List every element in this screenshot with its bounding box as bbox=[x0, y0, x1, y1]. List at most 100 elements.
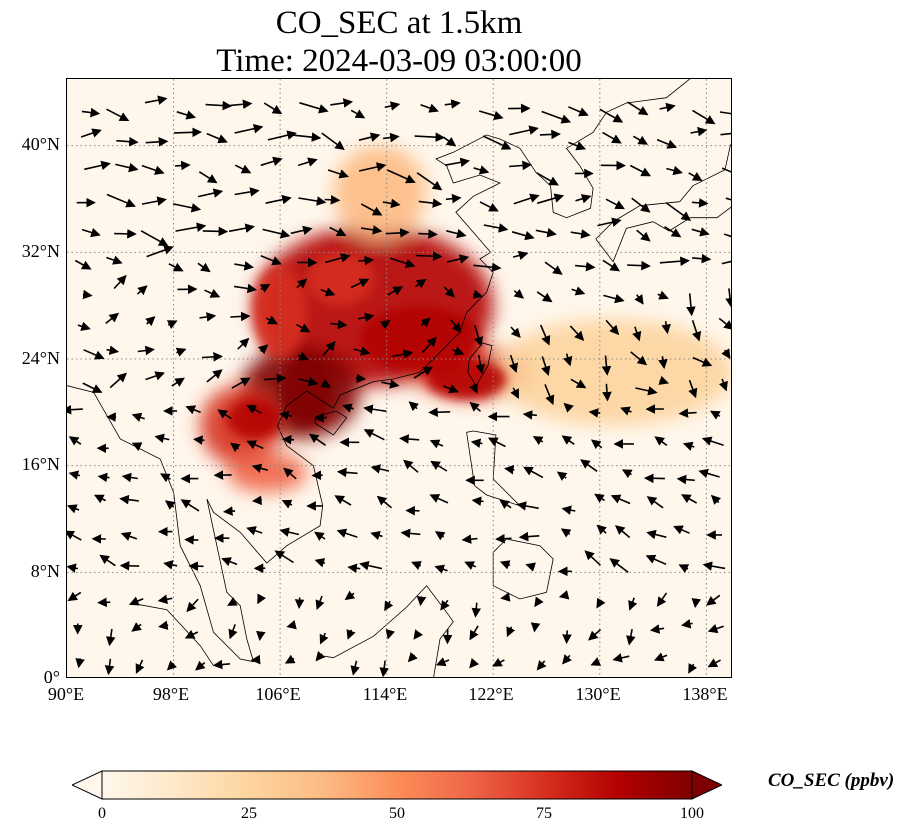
wind-arrow bbox=[563, 353, 573, 367]
colorbar-extend-low bbox=[72, 770, 103, 800]
wind-arrow bbox=[612, 653, 630, 663]
wind-arrow bbox=[234, 164, 252, 174]
lon-label-122: 122°E bbox=[468, 684, 514, 704]
wind-arrow bbox=[688, 663, 698, 674]
lat-label-0: 0° bbox=[43, 667, 60, 687]
wind-arrow bbox=[469, 383, 478, 394]
wind-arrow bbox=[500, 592, 511, 602]
wind-arrow bbox=[154, 433, 170, 444]
wind-arrow bbox=[411, 561, 422, 570]
wind-arrow bbox=[384, 600, 394, 612]
wind-arrow bbox=[131, 442, 143, 452]
wind-arrow bbox=[513, 288, 525, 299]
wind-arrow bbox=[539, 129, 561, 140]
wind-arrow bbox=[174, 127, 202, 138]
coastline-7 bbox=[137, 603, 214, 666]
wind-arrow bbox=[119, 494, 139, 505]
wind-arrow bbox=[158, 620, 169, 631]
wind-arrow bbox=[603, 293, 625, 304]
wind-arrow bbox=[414, 278, 427, 289]
wind-arrow bbox=[105, 312, 120, 325]
wind-arrow bbox=[682, 441, 695, 451]
wind-arrow bbox=[145, 137, 169, 147]
wind-arrow bbox=[691, 598, 702, 609]
wind-arrow bbox=[74, 259, 92, 270]
wind-arrow bbox=[286, 620, 297, 630]
wind-arrow bbox=[145, 371, 166, 381]
wind-arrow bbox=[718, 317, 731, 330]
lon-label-98: 98°E bbox=[152, 684, 190, 704]
wind-arrow bbox=[180, 499, 200, 512]
wind-arrow bbox=[536, 660, 547, 671]
wind-arrow bbox=[676, 474, 695, 485]
wind-arrow bbox=[597, 217, 622, 227]
wind-vectors bbox=[67, 95, 731, 677]
wind-arrow bbox=[260, 156, 283, 167]
wind-arrow bbox=[163, 560, 178, 570]
wind-arrow bbox=[106, 193, 136, 208]
wind-arrow bbox=[536, 172, 559, 186]
wind-arrow bbox=[471, 496, 484, 506]
wind-arrow bbox=[230, 311, 251, 322]
wind-arrow bbox=[610, 494, 631, 505]
wind-arrow bbox=[673, 525, 690, 535]
wind-arrow bbox=[646, 496, 664, 509]
wind-arrow bbox=[539, 324, 551, 346]
coastline-3 bbox=[466, 430, 521, 507]
wind-arrow bbox=[355, 373, 367, 384]
wind-arrow bbox=[541, 356, 551, 377]
wind-arrow bbox=[206, 369, 223, 383]
wind-arrow bbox=[487, 437, 506, 448]
chart-title: CO_SEC at 1.5km bbox=[275, 5, 523, 41]
plume-3 bbox=[226, 452, 307, 493]
wind-arrow bbox=[450, 319, 462, 333]
wind-arrow bbox=[511, 230, 535, 241]
wind-arrow bbox=[461, 534, 478, 544]
wind-arrow bbox=[429, 439, 444, 449]
wind-arrow bbox=[283, 467, 297, 480]
wind-arrow bbox=[314, 412, 327, 423]
wind-arrow bbox=[160, 473, 171, 483]
wind-arrow bbox=[67, 504, 80, 514]
wind-arrow bbox=[632, 326, 642, 342]
wind-arrow bbox=[75, 657, 85, 669]
wind-arrow bbox=[473, 324, 484, 347]
wind-arrow bbox=[141, 196, 167, 206]
wind-arrow bbox=[469, 657, 480, 669]
wind-arrow bbox=[636, 229, 651, 242]
wind-arrow bbox=[144, 95, 168, 105]
wind-arrow bbox=[83, 349, 105, 360]
wind-arrow bbox=[475, 354, 486, 375]
wind-arrow bbox=[658, 375, 670, 385]
colorbar-tick-50: 50 bbox=[389, 805, 405, 822]
wind-arrow bbox=[443, 286, 455, 298]
wind-arrow bbox=[299, 102, 329, 114]
wind-arrow bbox=[634, 294, 644, 305]
wind-arrow bbox=[327, 169, 350, 179]
wind-arrow bbox=[605, 198, 625, 210]
wind-arrow bbox=[293, 132, 322, 142]
wind-arrow bbox=[522, 410, 537, 420]
colorbar-tick-0: 0 bbox=[98, 805, 106, 822]
wind-arrow bbox=[721, 167, 731, 173]
wind-arrow bbox=[145, 316, 156, 327]
wind-arrow bbox=[495, 533, 512, 544]
wind-arrow bbox=[193, 435, 205, 445]
wind-arrow bbox=[702, 561, 726, 571]
lat-label-16: 16°N bbox=[21, 454, 60, 474]
plume-core-4 bbox=[226, 399, 281, 439]
wind-arrow bbox=[601, 355, 612, 376]
wind-arrow bbox=[562, 654, 572, 665]
wind-arrow bbox=[609, 558, 629, 573]
wind-arrow bbox=[707, 658, 721, 668]
wind-arrow bbox=[510, 326, 521, 338]
wind-arrow bbox=[614, 525, 631, 539]
wind-arrow bbox=[701, 436, 724, 447]
wind-arrow bbox=[67, 404, 83, 415]
wind-arrow bbox=[315, 650, 326, 662]
wind-arrow bbox=[330, 319, 348, 330]
wind-arrow bbox=[594, 493, 606, 503]
wind-arrow bbox=[358, 132, 381, 142]
wind-arrow bbox=[297, 157, 318, 167]
wind-arrow bbox=[204, 288, 221, 298]
